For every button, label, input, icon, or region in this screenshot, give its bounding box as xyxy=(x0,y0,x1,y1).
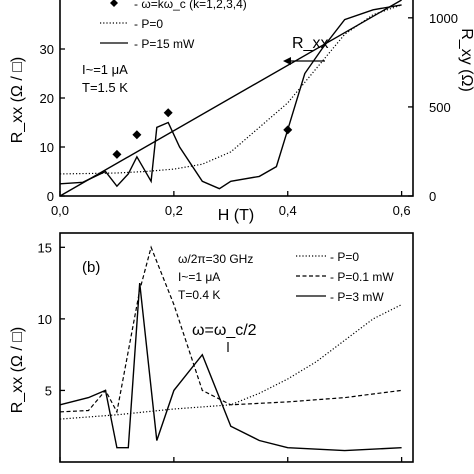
panel-a-ylabel2: R_xy (Ω) xyxy=(458,28,474,92)
panel-a-ytick-label: 30 xyxy=(40,42,54,57)
panel-b-label: (b) xyxy=(82,259,100,276)
panel-a-series-line xyxy=(59,0,402,197)
panel-a-legend-marker xyxy=(110,0,118,7)
panel-b-series-line xyxy=(59,304,402,420)
panel-a-xtick-label: 0,4 xyxy=(279,203,297,218)
panel-a-series-line xyxy=(59,4,402,190)
panel-b-ylabel: R_xx (Ω / □) xyxy=(9,327,26,414)
panel-a-xtick-label: 0,0 xyxy=(51,203,69,218)
panel-a-arrow-head xyxy=(283,57,291,65)
panel-a-ylabel: R_xx (Ω / □) xyxy=(9,57,26,144)
panel-b-series-line xyxy=(59,245,402,414)
panel-a-y2tick-label: 500 xyxy=(429,100,451,115)
panel-b-series-line xyxy=(59,283,402,452)
panel-a-ytick-label: 10 xyxy=(40,140,54,155)
panel-b-legend-label: - P=3 mW xyxy=(330,290,384,304)
panel-b-ytick-label: 15 xyxy=(38,240,52,255)
panel-b-legend-label: - P=0 xyxy=(330,250,359,264)
panel-a-xtick-label: 0,2 xyxy=(165,203,183,218)
panel-a-legend-label: - P=0 xyxy=(134,17,163,31)
panel-a-y2tick-label: 1000 xyxy=(429,11,458,26)
panel-b-legend-label: - P=0.1 mW xyxy=(330,270,394,284)
panel-b-frame xyxy=(59,232,414,463)
panel-a-annotation-rxx: R_xx xyxy=(292,35,328,52)
panel-b-annotation-freq: ω/2π=30 GHz xyxy=(178,252,253,266)
panel-a-marker xyxy=(112,149,122,159)
panel-b-ytick-label: 10 xyxy=(38,312,52,327)
panel-b-ytick-label: 5 xyxy=(45,383,52,398)
panel-a-marker xyxy=(163,108,173,118)
panel-a-annotation-temp: T=1.5 K xyxy=(82,80,128,95)
panel-a-marker xyxy=(132,130,142,140)
panel-b-annotation-current: I~=1 μA xyxy=(178,270,220,284)
panel-a-series-line xyxy=(59,4,402,175)
panel-b-annotation-resonance: ω=ω_c/2 xyxy=(192,322,257,339)
panel-a-y2tick-label: 0 xyxy=(429,189,436,204)
panel-a-annotation-current: I~=1 μA xyxy=(82,62,128,77)
panel-a-xlabel: H (T) xyxy=(218,207,254,224)
panel-a-xtick-label: 0,6 xyxy=(393,203,411,218)
panel-a-ytick-label: 0 xyxy=(47,189,54,204)
panel-a-legend-label: - P=15 mW xyxy=(134,37,195,51)
panel-a-frame xyxy=(59,0,414,197)
panel-b-annotation-temp: T=0.4 K xyxy=(178,288,220,302)
panel-a-marker xyxy=(283,125,293,135)
panel-a-legend-label: - ω=kω_c (k=1,2,3,4) xyxy=(134,0,247,11)
panel-a-ytick-label: 20 xyxy=(40,91,54,106)
